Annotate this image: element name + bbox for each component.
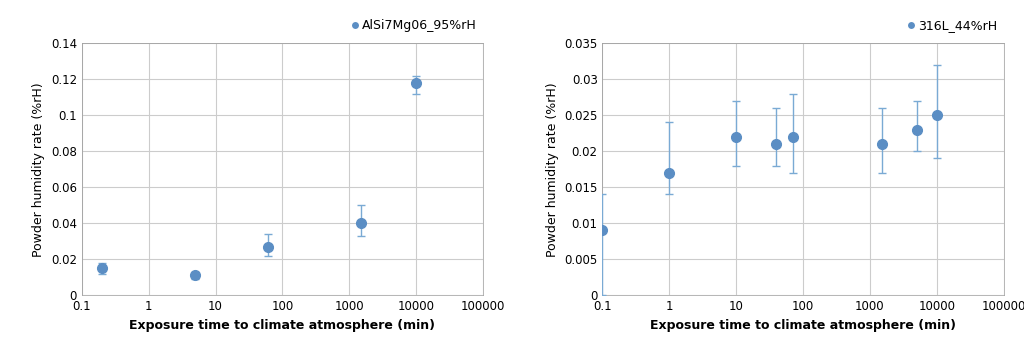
- Y-axis label: Powder humidity rate (%rH): Powder humidity rate (%rH): [546, 82, 559, 257]
- X-axis label: Exposure time to climate atmosphere (min): Exposure time to climate atmosphere (min…: [129, 319, 435, 332]
- Legend: 316L_44%rH: 316L_44%rH: [908, 19, 997, 32]
- Legend: AlSi7Mg06_95%rH: AlSi7Mg06_95%rH: [352, 19, 477, 32]
- Y-axis label: Powder humidity rate (%rH): Powder humidity rate (%rH): [33, 82, 45, 257]
- X-axis label: Exposure time to climate atmosphere (min): Exposure time to climate atmosphere (min…: [650, 319, 956, 332]
